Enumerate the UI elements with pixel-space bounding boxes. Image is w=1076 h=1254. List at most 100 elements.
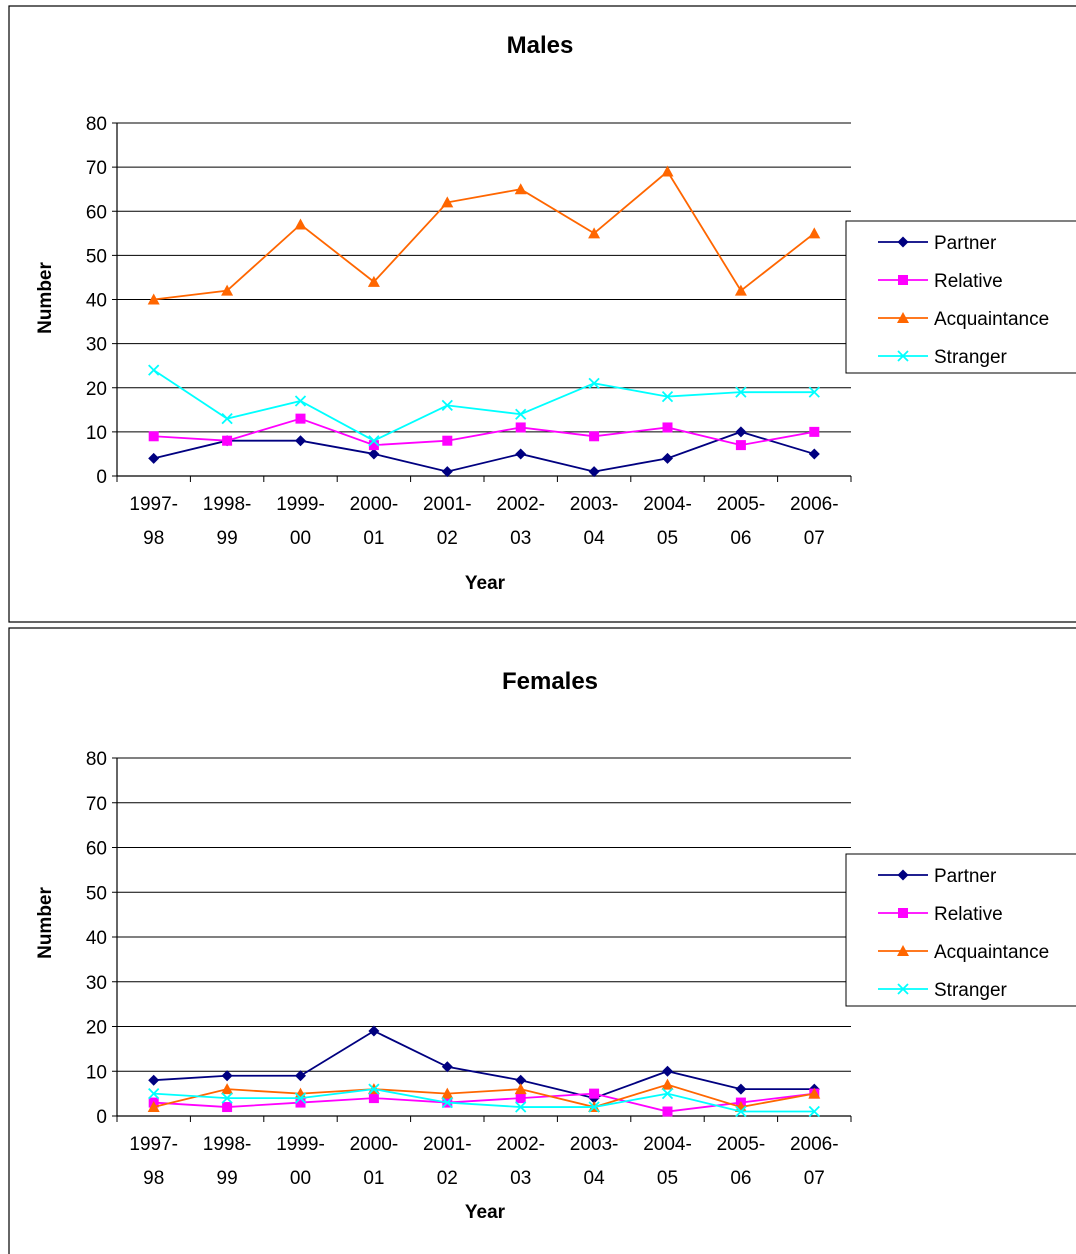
females-chart: Females Number Year 0 10 20 30 40 50 60 70 80 199… bbox=[8, 627, 1076, 1254]
data-point-acquaintance bbox=[221, 284, 234, 296]
series-line-partner bbox=[153, 430, 815, 473]
legend-marker bbox=[898, 275, 908, 285]
x-tick-label: 2005-06 bbox=[717, 1134, 766, 1189]
data-point-partner bbox=[221, 1070, 233, 1082]
data-point-acquaintance bbox=[514, 1083, 527, 1095]
data-point-relative bbox=[589, 1088, 600, 1099]
y-tick-label: 10 bbox=[86, 1062, 107, 1083]
y-tick-label: 50 bbox=[86, 883, 107, 904]
y-axis-title: Number bbox=[35, 262, 56, 334]
data-point-relative bbox=[295, 1097, 306, 1108]
males-chart-panel: Males Number Year 0 10 20 30 40 50 60 70 80 1997-… bbox=[0, 0, 1076, 624]
legend-marker bbox=[897, 312, 909, 323]
legend-label: Partner bbox=[934, 866, 997, 887]
data-point-relative bbox=[222, 1102, 233, 1113]
data-point-stranger bbox=[588, 1101, 600, 1113]
data-point-relative bbox=[295, 413, 306, 424]
data-point-acquaintance bbox=[147, 293, 160, 305]
data-point-stranger bbox=[148, 364, 160, 376]
x-tick-label: 2004-05 bbox=[643, 1134, 692, 1189]
x-tick-label: 2005-06 bbox=[717, 494, 766, 549]
legend-marker bbox=[897, 945, 909, 956]
y-tick-label: 60 bbox=[86, 839, 107, 860]
legend bbox=[845, 853, 1076, 1007]
x-tick-label: 2003-04 bbox=[570, 494, 619, 549]
x-tick-label: 1999-00 bbox=[276, 494, 325, 549]
data-point-stranger bbox=[441, 399, 453, 412]
data-point-relative bbox=[735, 440, 746, 451]
females-chart-panel: Females Number Year 0 10 20 30 40 50 60 70 80 199… bbox=[0, 626, 1076, 1254]
series-line-stranger bbox=[153, 369, 815, 442]
data-point-acquaintance bbox=[808, 1087, 821, 1099]
x-tick-label: 1999-00 bbox=[276, 1134, 325, 1189]
data-point-partner bbox=[808, 448, 820, 460]
data-point-relative bbox=[368, 440, 379, 451]
data-point-acquaintance bbox=[294, 218, 307, 230]
data-point-acquaintance bbox=[221, 1083, 234, 1095]
data-point-relative bbox=[148, 431, 159, 442]
chart-title: Males bbox=[507, 32, 574, 59]
data-point-stranger bbox=[294, 395, 307, 407]
data-point-acquaintance bbox=[588, 227, 601, 239]
data-point-partner bbox=[148, 452, 160, 464]
data-point-stranger bbox=[808, 1105, 820, 1118]
x-tick-label: 2002-03 bbox=[496, 1134, 545, 1189]
legend-label: Acquaintance bbox=[934, 942, 1049, 963]
legend-label: Acquaintance bbox=[934, 309, 1049, 330]
legend-marker bbox=[898, 908, 908, 918]
data-point-partner bbox=[588, 466, 600, 478]
y-tick-label: 80 bbox=[86, 749, 107, 770]
data-point-relative bbox=[442, 435, 453, 446]
y-tick-label: 70 bbox=[86, 158, 107, 179]
chart-title: Females bbox=[502, 668, 598, 695]
y-tick-label: 40 bbox=[86, 928, 107, 949]
data-point-partner bbox=[441, 466, 453, 478]
y-tick-label: 30 bbox=[86, 335, 107, 356]
x-tick-label: 2002-03 bbox=[496, 494, 545, 549]
legend bbox=[845, 220, 1076, 374]
data-point-relative bbox=[222, 435, 233, 446]
y-tick-label: 60 bbox=[86, 202, 107, 223]
males-chart: Males Number Year 0 10 20 30 40 50 60 70 80 1997-… bbox=[8, 5, 1076, 623]
y-tick-label: 50 bbox=[86, 246, 107, 267]
data-point-partner bbox=[662, 1065, 673, 1077]
data-point-stranger bbox=[368, 435, 380, 447]
data-point-stranger bbox=[735, 1105, 747, 1118]
data-point-stranger bbox=[661, 390, 674, 403]
data-point-stranger bbox=[221, 413, 233, 425]
data-point-stranger bbox=[148, 1087, 160, 1100]
data-point-partner bbox=[735, 1083, 747, 1095]
series-line-acquaintance bbox=[153, 1083, 815, 1108]
plot-area: 0 10 20 30 40 50 60 70 80 1997-98 1998-99 1999-00 20… bbox=[86, 749, 852, 1189]
x-tick-label: 2006-07 bbox=[790, 1134, 839, 1189]
data-point-relative bbox=[662, 422, 673, 433]
data-point-partner bbox=[295, 1070, 306, 1082]
x-axis-title: Year bbox=[465, 573, 506, 594]
x-axis-title: Year bbox=[465, 1202, 506, 1223]
x-tick-label: 2001-02 bbox=[423, 1134, 472, 1189]
data-point-partner bbox=[368, 448, 380, 460]
data-point-stranger bbox=[221, 1092, 233, 1104]
data-point-stranger bbox=[588, 377, 600, 389]
legend-label: Partner bbox=[934, 233, 997, 254]
data-point-partner bbox=[515, 1074, 527, 1086]
y-tick-label: 30 bbox=[86, 973, 107, 994]
legend-marker bbox=[897, 983, 909, 995]
y-tick-label: 40 bbox=[86, 291, 107, 312]
y-tick-label: 20 bbox=[86, 1018, 107, 1039]
data-point-partner bbox=[662, 452, 673, 464]
data-point-acquaintance bbox=[514, 183, 527, 195]
data-point-acquaintance bbox=[147, 1101, 160, 1113]
data-point-acquaintance bbox=[367, 275, 380, 287]
x-tick-label: 2004-05 bbox=[643, 494, 692, 549]
y-axis-title: Number bbox=[35, 887, 56, 959]
x-tick-label: 2003-04 bbox=[570, 1134, 619, 1189]
legend-label: Stranger bbox=[934, 347, 1008, 368]
data-point-acquaintance bbox=[734, 284, 747, 296]
legend-label: Relative bbox=[934, 271, 1003, 292]
data-point-acquaintance bbox=[661, 1078, 674, 1090]
legend-marker bbox=[897, 350, 909, 362]
data-point-acquaintance bbox=[808, 227, 821, 239]
data-point-stranger bbox=[294, 1092, 307, 1104]
y-tick-label: 10 bbox=[86, 423, 107, 444]
